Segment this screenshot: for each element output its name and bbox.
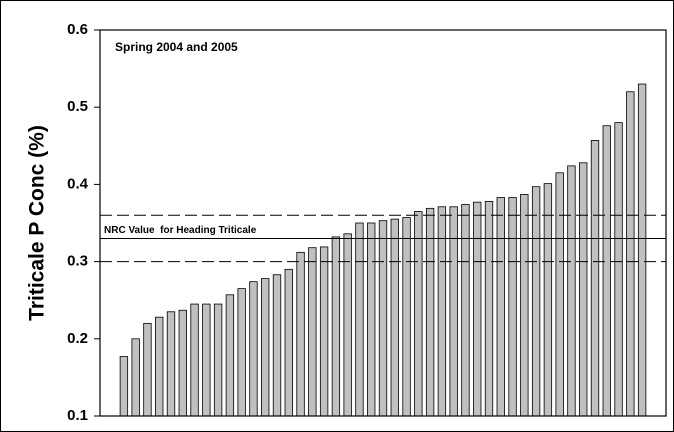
bar — [555, 172, 564, 417]
bar — [531, 186, 541, 417]
plot-area — [99, 29, 667, 417]
bar — [331, 236, 341, 417]
bar — [143, 322, 152, 417]
bar — [237, 288, 246, 417]
bar — [614, 122, 623, 417]
bar — [355, 222, 364, 417]
bar — [249, 281, 258, 417]
y-tick-label: 0.5 — [67, 98, 88, 115]
bar — [272, 274, 282, 417]
bar — [119, 356, 129, 417]
bar — [202, 303, 211, 417]
bar — [390, 218, 399, 417]
bar — [296, 251, 305, 417]
bar — [367, 222, 376, 417]
bar — [520, 194, 529, 417]
bar — [155, 316, 164, 417]
bar — [414, 211, 423, 417]
bar — [473, 201, 482, 417]
bar — [602, 125, 611, 417]
bar — [378, 220, 388, 417]
bar — [567, 165, 576, 417]
y-axis-label: Triticale P Conc (%) — [26, 125, 49, 321]
bar — [508, 197, 517, 417]
bar — [261, 278, 270, 417]
bar — [284, 268, 293, 417]
bar — [178, 309, 187, 417]
bar — [402, 217, 411, 417]
reference-label: NRC Value for Heading Triticale — [104, 225, 257, 236]
y-tick-label: 0.1 — [67, 407, 88, 424]
bar — [425, 207, 435, 417]
bar — [166, 311, 176, 417]
bar — [637, 83, 647, 417]
bar — [213, 303, 223, 417]
bar — [319, 246, 329, 417]
y-tick-label: 0.4 — [67, 175, 89, 192]
bar — [626, 91, 635, 417]
bar — [496, 197, 505, 417]
bar — [225, 294, 235, 417]
y-tick-label: 0.3 — [67, 253, 88, 270]
y-tick-label: 0.6 — [67, 21, 88, 38]
bar — [461, 204, 470, 417]
bar — [579, 162, 588, 417]
bar — [484, 200, 494, 417]
bar — [131, 338, 140, 417]
annotation: Spring 2004 and 2005 — [115, 40, 238, 54]
y-tick-label: 0.2 — [67, 330, 88, 347]
bar — [190, 303, 199, 417]
bar — [590, 139, 600, 417]
bar — [308, 247, 317, 417]
bar — [543, 183, 553, 417]
